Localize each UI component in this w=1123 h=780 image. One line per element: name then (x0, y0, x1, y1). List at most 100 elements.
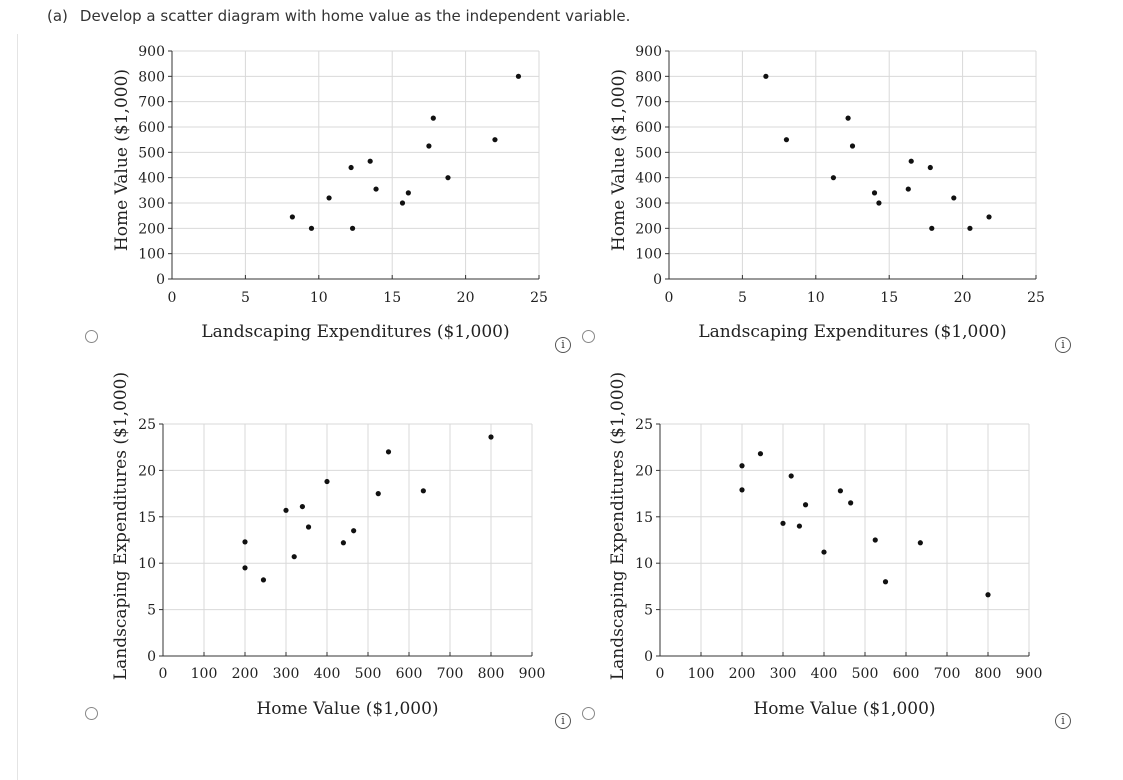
info-icon[interactable]: i (1055, 337, 1071, 353)
data-point (951, 195, 957, 201)
data-point (291, 554, 297, 560)
data-point (515, 73, 522, 79)
data-point (367, 158, 373, 164)
y-tick-label: 800 (635, 69, 662, 85)
x-axis-title: Landscaping Expenditures ($1,000) (201, 322, 509, 342)
data-point (788, 473, 794, 479)
y-tick-label: 500 (138, 145, 165, 161)
data-point (430, 115, 436, 121)
data-point (780, 520, 786, 526)
y-tick-label: 300 (138, 196, 165, 212)
data-point (985, 592, 991, 598)
y-tick-label: 700 (635, 95, 662, 111)
y-axis-title: Home Value ($1,000) (609, 69, 629, 251)
y-tick-label: 0 (156, 272, 165, 288)
y-tick-label: 20 (138, 463, 156, 479)
data-point (308, 225, 315, 231)
y-tick-label: 900 (635, 44, 662, 60)
x-tick-label: 300 (770, 666, 797, 682)
x-tick-label: 800 (478, 666, 505, 682)
data-point (917, 540, 923, 546)
y-tick-label: 500 (635, 145, 662, 161)
x-tick-label: 0 (168, 290, 177, 306)
x-tick-label: 100 (191, 666, 218, 682)
data-point (927, 164, 933, 171)
y-axis-title: Landscaping Expenditures ($1,000) (111, 372, 131, 680)
data-point (845, 115, 851, 121)
data-point (908, 158, 914, 164)
x-tick-label: 25 (530, 290, 548, 306)
y-tick-label: 5 (147, 603, 156, 619)
x-tick-label: 500 (355, 666, 382, 682)
x-tick-label: 400 (314, 666, 341, 682)
data-point (882, 579, 889, 585)
data-point (492, 137, 498, 143)
data-point (351, 528, 357, 534)
y-tick-label: 5 (644, 603, 653, 619)
x-tick-label: 20 (457, 290, 475, 306)
data-point (488, 434, 494, 440)
x-tick-label: 800 (975, 666, 1002, 682)
x-axis-title: Home Value ($1,000) (753, 699, 935, 719)
data-point (340, 540, 346, 546)
option-3-radio[interactable] (85, 707, 98, 720)
x-tick-label: 15 (880, 290, 898, 306)
option-2-radio[interactable] (582, 330, 595, 343)
x-tick-label: 0 (159, 666, 168, 682)
data-point (763, 73, 769, 79)
x-tick-label: 0 (665, 290, 674, 306)
data-point (837, 488, 844, 494)
y-tick-label: 100 (138, 247, 165, 263)
data-point (830, 175, 837, 181)
data-point (348, 164, 354, 171)
y-tick-label: 400 (635, 171, 662, 187)
data-point (420, 488, 426, 494)
data-point (349, 225, 356, 231)
y-tick-label: 0 (147, 649, 156, 665)
data-point (739, 487, 745, 493)
data-point (326, 195, 332, 201)
x-tick-label: 500 (852, 666, 879, 682)
x-axis-title: Home Value ($1,000) (256, 699, 438, 719)
y-tick-label: 900 (138, 44, 165, 60)
option-1-radio[interactable] (85, 330, 98, 343)
data-point (375, 491, 381, 497)
y-tick-label: 0 (653, 272, 662, 288)
data-point (399, 200, 406, 206)
y-tick-label: 600 (138, 120, 165, 136)
y-tick-label: 200 (138, 221, 165, 237)
data-point (872, 537, 878, 543)
x-tick-label: 5 (738, 290, 747, 306)
data-point (283, 507, 289, 513)
x-tick-label: 10 (807, 290, 825, 306)
x-tick-label: 300 (273, 666, 300, 682)
info-icon[interactable]: i (555, 337, 571, 353)
x-axis-title: Landscaping Expenditures ($1,000) (698, 322, 1006, 342)
question-prompt: (a) Develop a scatter diagram with home v… (47, 7, 630, 25)
y-tick-label: 10 (635, 556, 653, 572)
data-point (871, 190, 878, 196)
info-icon[interactable]: i (555, 713, 571, 729)
data-point (739, 463, 745, 469)
option-4-radio[interactable] (582, 707, 595, 720)
y-tick-label: 15 (138, 510, 156, 526)
y-tick-label: 200 (635, 221, 662, 237)
data-point (260, 577, 267, 583)
data-point (242, 539, 248, 545)
x-tick-label: 600 (893, 666, 920, 682)
data-point (796, 523, 803, 529)
data-point (757, 451, 764, 457)
info-icon[interactable]: i (1055, 713, 1071, 729)
x-tick-label: 700 (437, 666, 464, 682)
x-tick-label: 25 (1027, 290, 1045, 306)
question-text: Develop a scatter diagram with home valu… (79, 7, 631, 25)
x-tick-label: 900 (519, 666, 546, 682)
data-point (426, 143, 432, 149)
data-point (821, 549, 827, 555)
question-part-label: (a) (47, 7, 68, 25)
data-point (802, 502, 809, 508)
y-tick-label: 20 (635, 463, 653, 479)
data-point (905, 186, 911, 192)
